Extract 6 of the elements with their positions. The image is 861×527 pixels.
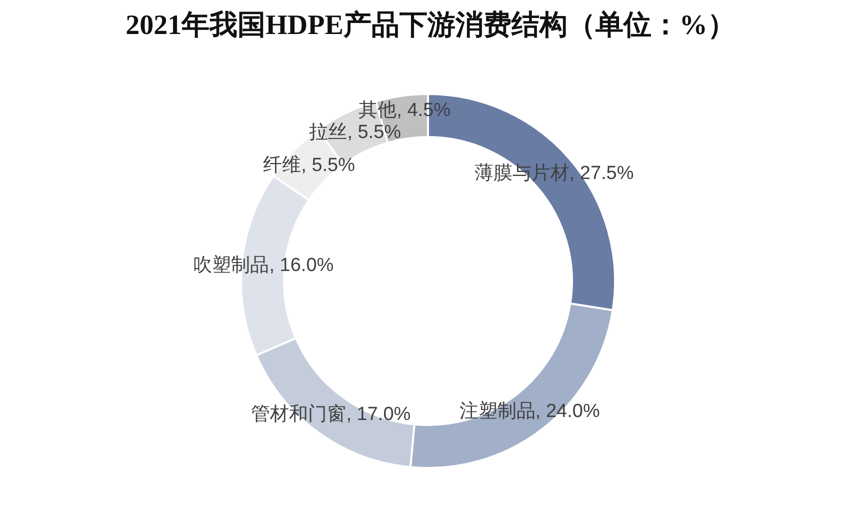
slice-label: 吹塑制品, 16.0% [193,254,334,276]
slice-label: 拉丝, 5.5% [309,122,402,143]
slice-label: 注塑制品, 24.0% [459,401,600,422]
chart-title: 2021年我国HDPE产品下游消费结构（单位：%） [124,9,736,43]
slice-label: 纤维, 5.5% [263,155,356,176]
slice-label: 管材和门窗, 17.0% [251,404,411,426]
